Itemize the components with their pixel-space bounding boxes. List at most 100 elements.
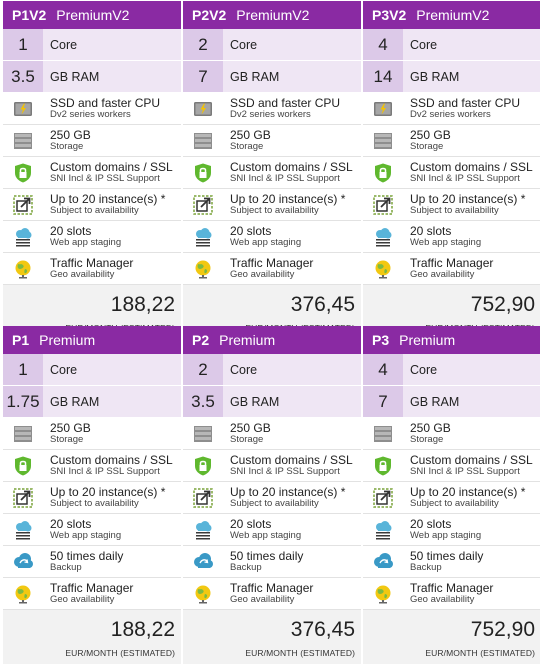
feature-text: 20 slots Web app staging: [223, 518, 361, 541]
core-label: Core: [43, 354, 181, 385]
feature-title: Up to 20 instance(s) *: [50, 484, 166, 499]
pricing-tier-card-p3v2[interactable]: P3V2 PremiumV2 4 Core 14 GB RAM SSD and …: [363, 1, 540, 339]
ram-spec: 14 GB RAM: [363, 61, 540, 93]
feature-text: Traffic Manager Geo availability: [43, 257, 181, 280]
lock-icon: [183, 456, 223, 476]
feature-subtitle: Backup: [230, 561, 262, 573]
ram-spec: 3.5 GB RAM: [183, 386, 361, 418]
feature-title: 50 times daily: [50, 548, 124, 563]
tier-code: P3: [372, 332, 390, 348]
feature-row: 20 slots Web app staging: [183, 514, 361, 546]
core-value: 1: [3, 29, 43, 60]
feature-title: 250 GB: [230, 420, 271, 435]
feature-subtitle: Subject to availability: [230, 204, 319, 216]
feature-subtitle: Web app staging: [50, 236, 122, 248]
feature-subtitle: SNI Incl & IP SSL Support: [410, 465, 520, 477]
ssd-icon: [3, 99, 43, 119]
scale-icon: [363, 487, 403, 508]
feature-title: Up to 20 instance(s) *: [230, 191, 346, 206]
ram-value: 7: [183, 61, 223, 92]
feature-row: 250 GB Storage: [3, 125, 181, 157]
feature-row: SSD and faster CPU Dv2 series workers: [363, 93, 540, 125]
feature-row: Custom domains / SSL SNI Incl & IP SSL Su…: [363, 157, 540, 189]
ram-label: GB RAM: [403, 386, 540, 417]
feature-text: SSD and faster CPU Dv2 series workers: [403, 95, 540, 120]
lock-icon: [363, 456, 403, 476]
backup-icon: [363, 552, 403, 572]
storage-icon: [183, 425, 223, 443]
feature-title: 20 slots: [50, 516, 92, 531]
feature-row: 50 times daily Backup: [183, 546, 361, 578]
pricing-tier-card-p1[interactable]: P1 Premium 1 Core 1.75 GB RAM 250 GB Stor…: [3, 326, 181, 664]
ram-label: GB RAM: [223, 61, 361, 92]
feature-subtitle: Subject to availability: [410, 204, 499, 216]
tier-header: P2 Premium: [183, 326, 361, 354]
globe-icon: [3, 584, 43, 604]
feature-text: Traffic Manager Geo availability: [403, 580, 540, 605]
feature-row: 250 GB Storage: [363, 125, 540, 157]
cloud-slots-icon: [3, 520, 43, 540]
pricing-tier-card-p1v2[interactable]: P1V2 PremiumV2 1 Core 3.5 GB RAM SSD and…: [3, 1, 181, 339]
tier-name: PremiumV2: [56, 7, 130, 23]
feature-row: Custom domains / SSL SNI Incl & IP SSL Su…: [183, 157, 361, 189]
core-spec: 4 Core: [363, 354, 540, 386]
feature-row: Up to 20 instance(s) * Subject to availab…: [183, 482, 361, 514]
ram-value: 1.75: [3, 386, 43, 417]
feature-text: SSD and faster CPU Dv2 series workers: [43, 97, 181, 120]
price-amount: 752,90: [470, 293, 535, 316]
cloud-slots-icon: [183, 227, 223, 247]
scale-icon: [3, 487, 43, 508]
core-label: Core: [403, 29, 540, 60]
ram-value: 3.5: [3, 61, 43, 92]
feature-subtitle: Storage: [230, 140, 264, 152]
lock-icon: [363, 163, 403, 183]
ram-label: GB RAM: [43, 61, 181, 92]
feature-text: 250 GB Storage: [403, 422, 540, 445]
core-label: Core: [43, 29, 181, 60]
globe-icon: [3, 259, 43, 279]
ram-label: GB RAM: [223, 386, 361, 417]
feature-row: Custom domains / SSL SNI Incl & IP SSL Su…: [363, 450, 540, 482]
feature-subtitle: Subject to availability: [410, 497, 499, 509]
core-spec: 1 Core: [3, 354, 181, 386]
ssd-icon: [183, 99, 223, 119]
feature-subtitle: Geo availability: [50, 268, 115, 280]
feature-text: 250 GB Storage: [223, 420, 361, 445]
feature-title: Traffic Manager: [410, 580, 494, 595]
feature-row: Traffic Manager Geo availability: [363, 253, 540, 285]
core-spec: 2 Core: [183, 29, 361, 61]
feature-subtitle: Backup: [50, 561, 82, 573]
feature-subtitle: SNI Incl & IP SSL Support: [50, 465, 160, 477]
ram-value: 14: [363, 61, 403, 92]
feature-text: Up to 20 instance(s) * Subject to availab…: [43, 193, 181, 216]
feature-row: 20 slots Web app staging: [363, 221, 540, 253]
core-value: 2: [183, 29, 223, 60]
feature-title: 250 GB: [410, 127, 451, 142]
feature-text: 250 GB Storage: [43, 129, 181, 152]
feature-title: SSD and faster CPU: [410, 95, 521, 110]
feature-row: 20 slots Web app staging: [363, 514, 540, 546]
feature-row: Traffic Manager Geo availability: [3, 578, 181, 610]
feature-subtitle: Web app staging: [50, 529, 122, 541]
pricing-tier-card-p2[interactable]: P2 Premium 2 Core 3.5 GB RAM 250 GB Stora…: [183, 326, 361, 664]
lock-icon: [183, 163, 223, 183]
ram-value: 3.5: [183, 386, 223, 417]
feature-row: SSD and faster CPU Dv2 series workers: [3, 93, 181, 125]
feature-title: 50 times daily: [410, 548, 484, 563]
core-spec: 1 Core: [3, 29, 181, 61]
pricing-tier-card-p2v2[interactable]: P2V2 PremiumV2 2 Core 7 GB RAM SSD and f…: [183, 1, 361, 339]
feature-row: Custom domains / SSL SNI Incl & IP SSL Su…: [183, 450, 361, 482]
feature-title: Custom domains / SSL: [230, 452, 353, 467]
storage-icon: [3, 132, 43, 150]
feature-row: 20 slots Web app staging: [3, 514, 181, 546]
scale-icon: [3, 194, 43, 215]
feature-row: Traffic Manager Geo availability: [363, 578, 540, 610]
scale-icon: [363, 194, 403, 215]
feature-text: 20 slots Web app staging: [403, 518, 540, 541]
feature-row: 250 GB Storage: [3, 418, 181, 450]
feature-title: Up to 20 instance(s) *: [230, 484, 346, 499]
storage-icon: [183, 132, 223, 150]
price-box: 752,90 EUR/MONTH (ESTIMATED): [363, 610, 540, 664]
pricing-tier-card-p3[interactable]: P3 Premium 4 Core 7 GB RAM 250 GB Storage…: [363, 326, 540, 664]
feature-row: 250 GB Storage: [183, 125, 361, 157]
